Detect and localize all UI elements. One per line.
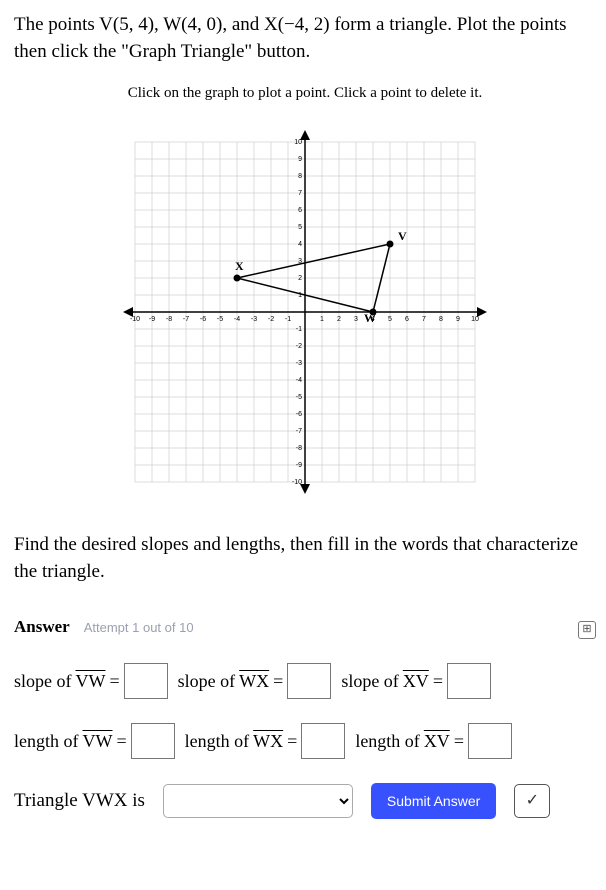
svg-text:-8: -8 (166, 316, 172, 323)
svg-text:8: 8 (439, 316, 443, 323)
svg-text:-1: -1 (296, 326, 302, 333)
svg-text:3: 3 (354, 316, 358, 323)
svg-text:5: 5 (298, 224, 302, 231)
svg-text:4: 4 (298, 241, 302, 248)
length-wx-input[interactable] (301, 723, 345, 759)
svg-text:V: V (398, 229, 407, 243)
svg-text:7: 7 (298, 190, 302, 197)
svg-text:-1: -1 (285, 316, 291, 323)
svg-text:6: 6 (298, 207, 302, 214)
svg-text:6: 6 (405, 316, 409, 323)
svg-text:10: 10 (471, 316, 479, 323)
svg-text:9: 9 (456, 316, 460, 323)
graph-instruction: Click on the graph to plot a point. Clic… (14, 83, 596, 104)
check-icon[interactable]: ✓ (514, 784, 550, 818)
length-xv-input[interactable] (468, 723, 512, 759)
svg-text:7: 7 (422, 316, 426, 323)
toolbar-icon[interactable]: ⊞ (578, 621, 596, 639)
svg-text:X: X (235, 259, 244, 273)
prompt-pre: The points (14, 14, 99, 35)
submit-answer-button[interactable]: Submit Answer (371, 783, 496, 819)
svg-text:-10: -10 (130, 316, 140, 323)
slope-xv-input[interactable] (447, 663, 491, 699)
coordinate-graph[interactable]: -10 -9 -8 -7 -6 -5 -4 -3 -2 -1 1 2 3 4 5 6 7 8 9 10 -10 -9 -8 -… (115, 122, 495, 502)
length-row: length of VW = length of WX = length of … (14, 723, 596, 759)
svg-text:-7: -7 (183, 316, 189, 323)
svg-text:-7: -7 (296, 428, 302, 435)
svg-text:-8: -8 (296, 445, 302, 452)
svg-text:-3: -3 (296, 360, 302, 367)
svg-text:-4: -4 (234, 316, 240, 323)
svg-text:-10: -10 (292, 479, 302, 486)
classification-select[interactable] (163, 784, 353, 818)
svg-text:-5: -5 (296, 394, 302, 401)
svg-text:-5: -5 (217, 316, 223, 323)
point-v: V(5, 4) (99, 14, 154, 35)
svg-text:-6: -6 (296, 411, 302, 418)
svg-text:10: 10 (294, 139, 302, 146)
svg-text:-2: -2 (296, 343, 302, 350)
svg-text:-2: -2 (268, 316, 274, 323)
slope-wx-input[interactable] (287, 663, 331, 699)
svg-text:1: 1 (320, 316, 324, 323)
length-vw-input[interactable] (131, 723, 175, 759)
svg-text:2: 2 (298, 275, 302, 282)
classification-label: Triangle VWX is (14, 788, 145, 815)
sub-prompt: Find the desired slopes and lengths, the… (14, 532, 596, 585)
svg-text:-6: -6 (200, 316, 206, 323)
svg-text:-9: -9 (149, 316, 155, 323)
svg-text:9: 9 (298, 156, 302, 163)
svg-text:-4: -4 (296, 377, 302, 384)
answer-label: Answer (14, 615, 70, 639)
svg-text:W: W (364, 311, 376, 325)
slope-row: slope of VW = slope of WX = slope of XV … (14, 663, 596, 699)
slope-vw-input[interactable] (124, 663, 168, 699)
svg-text:2: 2 (337, 316, 341, 323)
point-w: W(4, 0) (163, 14, 222, 35)
attempt-counter: Attempt 1 out of 10 (84, 619, 194, 637)
svg-text:8: 8 (298, 173, 302, 180)
problem-prompt: The points V(5, 4), W(4, 0), and X(−4, 2… (14, 12, 596, 65)
point-x: X(−4, 2) (264, 14, 330, 35)
svg-text:-3: -3 (251, 316, 257, 323)
svg-text:5: 5 (388, 316, 392, 323)
svg-text:-9: -9 (296, 462, 302, 469)
